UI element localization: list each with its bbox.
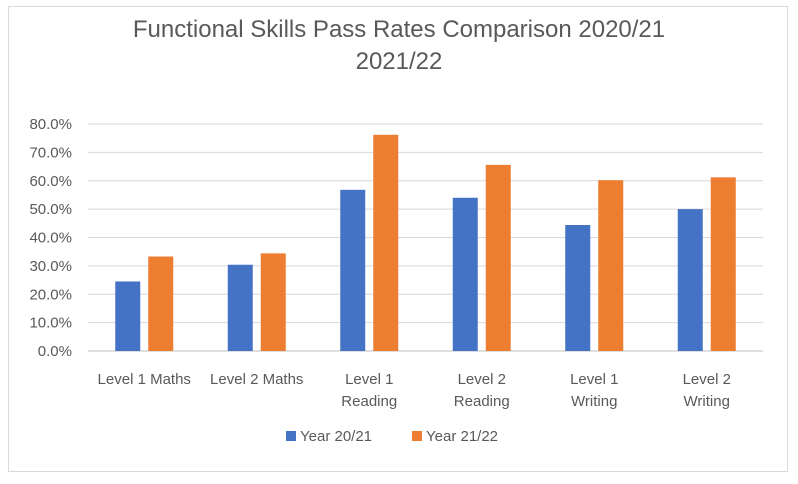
x-tick-label: Level 1 [570, 371, 618, 388]
bar-year-20-21 [565, 225, 591, 351]
y-tick-label: 60.0% [29, 173, 72, 190]
x-tick-label: Level 2 Maths [210, 371, 303, 388]
y-tick-label: 40.0% [29, 230, 72, 247]
x-tick-label: Writing [684, 393, 730, 410]
x-tick-label: Level 2 [458, 371, 506, 388]
bar-year-20-21 [677, 209, 703, 351]
bar-year-20-21 [227, 264, 253, 351]
bar-year-21-22 [373, 134, 399, 351]
legend-label: Year 20/21 [300, 428, 372, 445]
x-tick-label: Writing [571, 393, 617, 410]
y-tick-label: 30.0% [29, 258, 72, 275]
legend-swatch [412, 431, 422, 441]
bar-year-21-22 [710, 177, 736, 351]
chart-title-line-2: 2021/22 [355, 48, 443, 75]
y-tick-label: 50.0% [29, 201, 72, 218]
bar-year-20-21 [115, 281, 141, 351]
bar-year-21-22 [485, 164, 511, 351]
chart-title: Functional Skills Pass Rates Comparison … [0, 14, 798, 78]
x-tick-label: Reading [454, 393, 510, 410]
y-tick-label: 70.0% [29, 144, 72, 161]
legend-label: Year 21/22 [426, 428, 498, 445]
chart-title-line-1: Functional Skills Pass Rates Comparison … [132, 16, 666, 43]
y-tick-label: 10.0% [29, 315, 72, 332]
x-tick-label: Level 1 [345, 371, 393, 388]
y-tick-label: 20.0% [29, 286, 72, 303]
x-tick-label: Level 1 Maths [98, 371, 191, 388]
bar-year-21-22 [148, 256, 174, 351]
bar-year-21-22 [260, 253, 286, 351]
bar-year-20-21 [452, 197, 478, 351]
y-tick-label: 0.0% [38, 343, 72, 360]
legend-swatch [286, 431, 296, 441]
bar-year-21-22 [598, 180, 624, 351]
y-tick-label: 80.0% [29, 116, 72, 133]
bar-year-20-21 [340, 189, 366, 351]
x-tick-label: Level 2 [683, 371, 731, 388]
x-tick-label: Reading [341, 393, 397, 410]
